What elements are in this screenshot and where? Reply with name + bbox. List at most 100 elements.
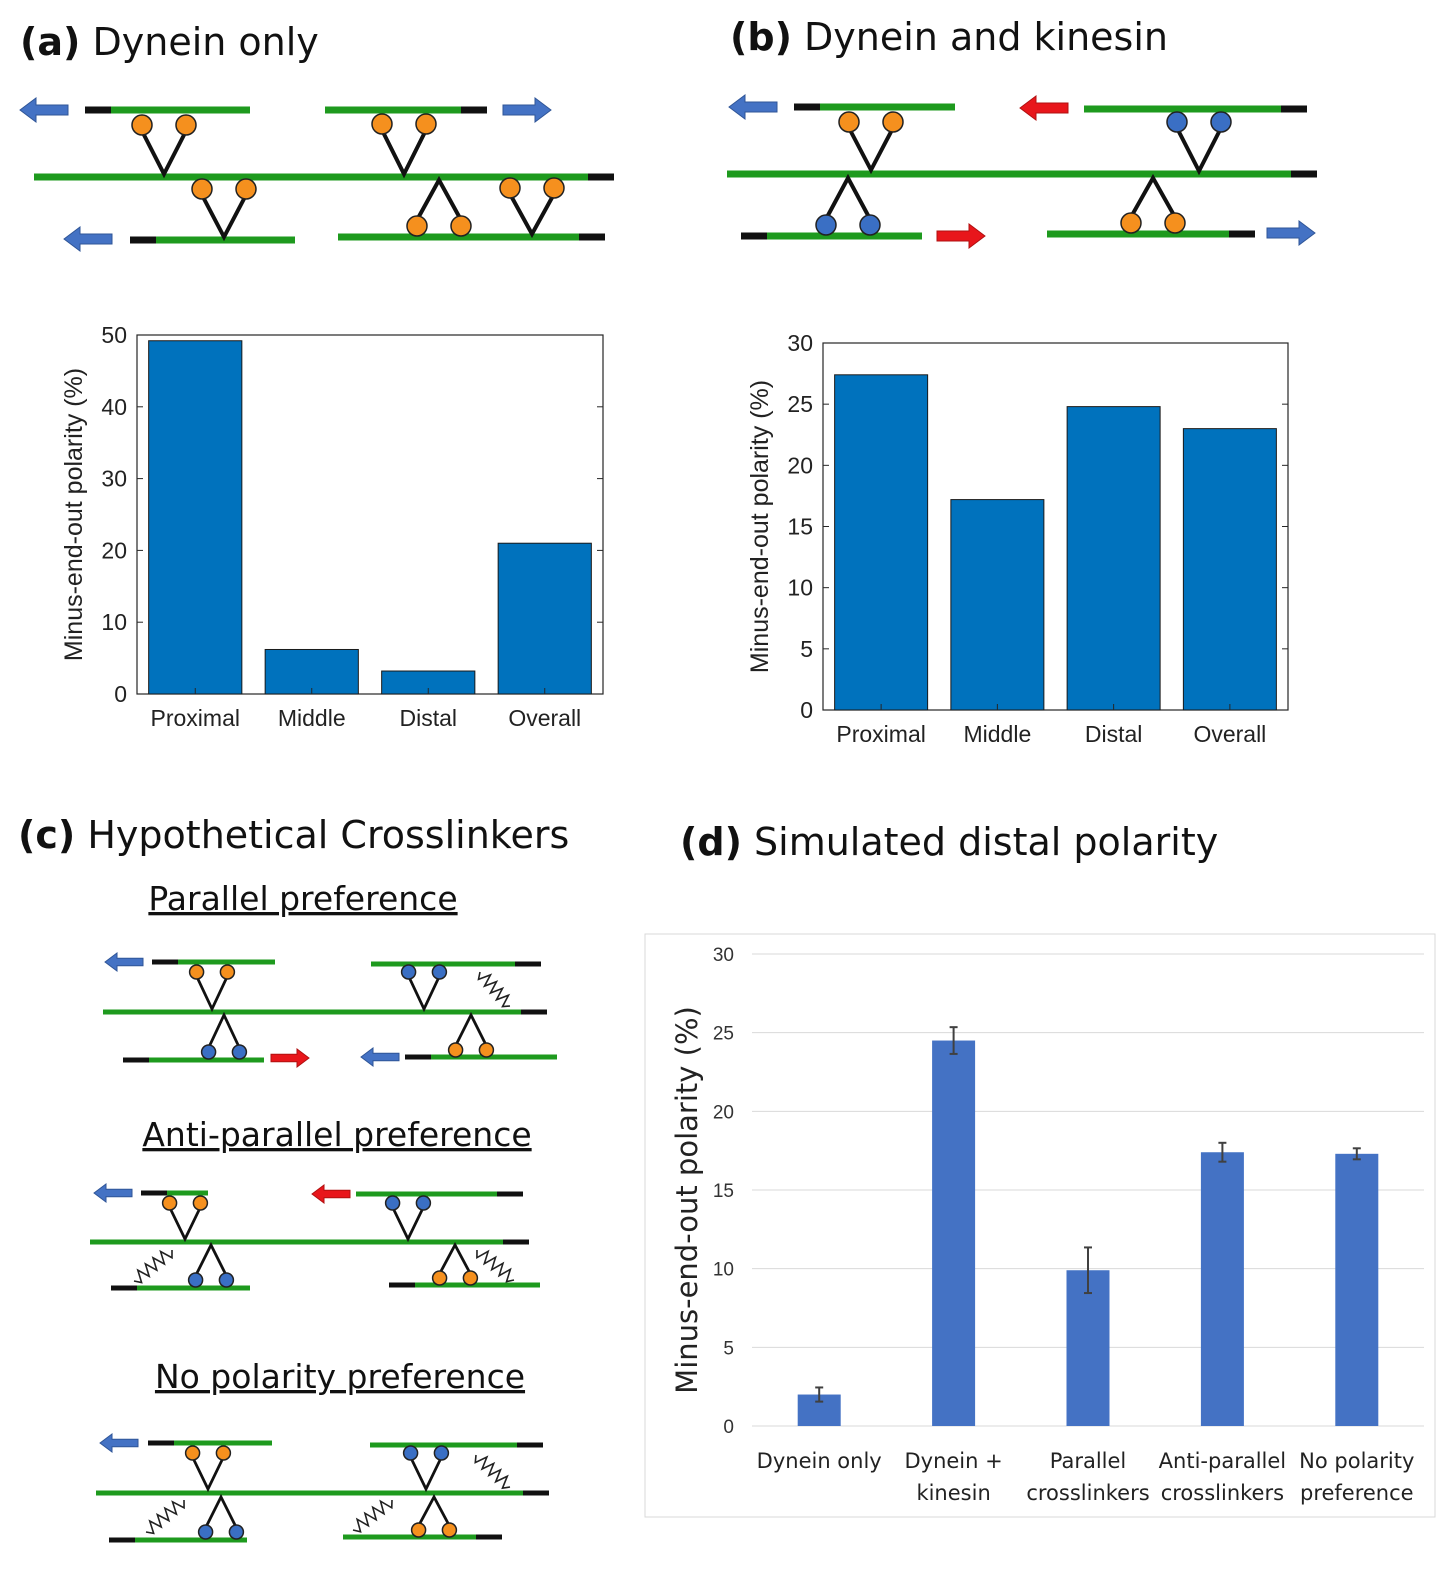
x-tick-label: Overall xyxy=(508,705,581,731)
panel-d-title: (d) Simulated distal polarity xyxy=(680,820,1218,864)
motor-legs xyxy=(1175,127,1223,176)
y-tick-label: 50 xyxy=(101,322,127,348)
motor-head xyxy=(192,1195,209,1211)
kinesin-direction-arrow xyxy=(936,223,986,249)
kinesin-direction-arrow xyxy=(311,1184,351,1204)
x-category-label: Parallel xyxy=(1050,1449,1127,1473)
motor-head xyxy=(410,1522,427,1538)
motor-legs xyxy=(195,975,229,1013)
y-tick-label: 40 xyxy=(101,394,127,420)
crosslinker-spring xyxy=(474,1454,511,1490)
motor-head xyxy=(859,214,881,236)
motor-head xyxy=(188,964,205,980)
x-tick-label: Middle xyxy=(963,721,1031,747)
motor-head xyxy=(175,114,197,136)
bar-middle xyxy=(950,499,1045,711)
y-tick-label: 5 xyxy=(723,1338,734,1359)
y-tick-label: 25 xyxy=(713,1024,734,1045)
bar-proximal xyxy=(834,374,929,711)
motor-head xyxy=(450,215,472,237)
motor-head xyxy=(228,1524,245,1540)
motor-head xyxy=(161,1195,178,1211)
motor-head xyxy=(219,964,236,980)
motor-head xyxy=(384,1195,401,1211)
dynein-direction-arrow xyxy=(93,1183,133,1203)
motor-head xyxy=(433,1445,450,1461)
dynein-direction-arrow xyxy=(1266,220,1316,246)
motor-head xyxy=(415,113,437,135)
motor-head xyxy=(415,1195,432,1211)
motor-head xyxy=(1164,212,1186,234)
crosslinker-spring xyxy=(477,971,511,1008)
motor-head xyxy=(187,1272,204,1288)
bar-distal xyxy=(1066,406,1161,711)
dynein-direction-arrow xyxy=(19,97,69,123)
x-category-label: crosslinkers xyxy=(1161,1481,1284,1505)
y-axis-label: Minus-end-out polarity (%) xyxy=(60,368,88,661)
motor-head xyxy=(1210,111,1232,133)
motor-legs xyxy=(391,1206,425,1243)
motor-head xyxy=(543,177,565,199)
motor-legs xyxy=(1129,173,1177,218)
x-category-label: Anti-parallel xyxy=(1159,1449,1286,1473)
motor-head xyxy=(184,1445,201,1461)
y-tick-label: 30 xyxy=(101,466,127,492)
motor-head xyxy=(815,214,837,236)
dynein-direction-arrow xyxy=(728,94,778,120)
motor-head xyxy=(406,215,428,237)
motor-head xyxy=(402,1445,419,1461)
dynein-direction-arrow xyxy=(360,1047,400,1067)
x-tick-label: Distal xyxy=(399,705,457,731)
bar-overall xyxy=(1182,428,1277,711)
x-tick-label: Middle xyxy=(278,705,346,731)
motor-head xyxy=(441,1522,458,1538)
x-tick-label: Proximal xyxy=(151,705,240,731)
bar-parallel-crosslinkers xyxy=(1066,1270,1110,1426)
motor-legs xyxy=(824,173,872,220)
dynein-direction-arrow xyxy=(104,952,144,972)
y-tick-label: 10 xyxy=(713,1260,734,1281)
x-category-label: Dynein only xyxy=(757,1449,882,1473)
motor-legs xyxy=(407,975,441,1013)
motor-legs xyxy=(508,193,556,239)
motor-head xyxy=(131,114,153,136)
x-category-label: kinesin xyxy=(916,1481,990,1505)
bar-no-polarity-preference xyxy=(1335,1153,1379,1426)
motor-head xyxy=(197,1524,214,1540)
y-tick-label: 0 xyxy=(800,697,813,723)
motor-legs xyxy=(409,1456,443,1493)
motor-legs xyxy=(168,1206,202,1243)
y-tick-label: 15 xyxy=(713,1181,734,1202)
motor-legs xyxy=(417,1494,451,1527)
bar-dynein-kinesin xyxy=(932,1040,976,1426)
y-tick-label: 20 xyxy=(787,452,813,478)
x-category-label: No polarity xyxy=(1299,1449,1414,1473)
motor-legs xyxy=(380,129,428,179)
y-tick-label: 15 xyxy=(787,514,813,540)
motor-legs xyxy=(200,194,248,242)
motor-legs xyxy=(191,1456,225,1493)
x-tick-label: Distal xyxy=(1085,721,1143,747)
motor-head xyxy=(499,177,521,199)
motor-legs xyxy=(194,1241,228,1277)
chart-a: Proximal Middle Distal Overall 0 10 20 30 40 50 Mi… xyxy=(60,322,604,731)
schematic-crosslinkers xyxy=(90,952,557,1543)
motor-head xyxy=(231,1044,248,1060)
x-category-label: crosslinkers xyxy=(1026,1481,1149,1505)
schematic-dynein-only xyxy=(19,97,614,252)
crosslinker-spring xyxy=(133,1249,173,1284)
y-tick-label: 10 xyxy=(101,609,127,635)
motor-head xyxy=(235,178,257,200)
y-tick-label: 0 xyxy=(114,681,127,707)
motor-head xyxy=(431,964,448,980)
dynein-direction-arrow xyxy=(502,97,552,123)
y-tick-label: 5 xyxy=(800,636,813,662)
motor-head xyxy=(1166,111,1188,133)
motor-head xyxy=(191,178,213,200)
y-tick-label: 10 xyxy=(787,575,813,601)
crosslinker-spring xyxy=(352,1499,393,1533)
bar-overall xyxy=(497,542,592,695)
motor-legs xyxy=(204,1493,238,1529)
crosslinker-spring xyxy=(476,1249,515,1283)
y-axis-label: Minus-end-out polarity (%) xyxy=(746,380,774,673)
